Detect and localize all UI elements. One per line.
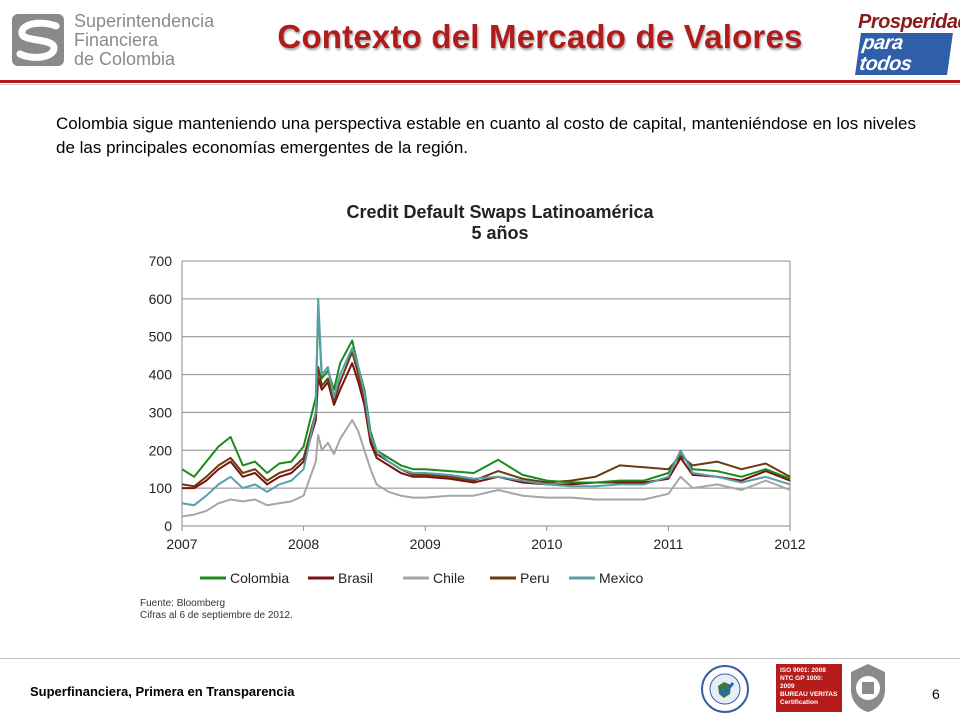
footer-divider — [0, 658, 960, 659]
prosperidad-logo: Prosperidad para todos — [855, 11, 960, 75]
org-name-line1: Superintendencia — [74, 11, 215, 31]
chart-source: Fuente: Bloomberg Cifras al 6 de septiem… — [140, 598, 293, 622]
cds-chart: Credit Default Swaps Latinoamérica 5 año… — [120, 196, 840, 626]
chart-canvas: 0 100 200 300 400 500 600 700 2007 2008 2009 2010 20… — [149, 253, 806, 586]
chart-subtitle: 5 años — [471, 223, 529, 243]
brand-line1: Prosperidad — [858, 11, 960, 33]
y-tick-label: 200 — [149, 442, 173, 458]
series-line-peru — [181, 350, 791, 488]
government-seal-icon — [701, 665, 749, 713]
y-tick-label: 400 — [149, 367, 173, 383]
cert-line1: ISO 9001: 2008 — [780, 667, 826, 674]
y-tick-label: 700 — [149, 253, 173, 269]
superfinanciera-emblem-icon — [12, 14, 64, 66]
org-name-line3: de Colombia — [74, 49, 176, 69]
legend-label-colombia: Colombia — [230, 570, 289, 586]
cert-line2: NTC GP 1000: 2009 — [780, 675, 823, 690]
y-tick-label: 500 — [149, 329, 173, 345]
x-tick-label: 2008 — [288, 536, 319, 552]
page-number: 6 — [932, 686, 940, 702]
source-line1: Fuente: Bloomberg — [140, 598, 226, 609]
legend-label-peru: Peru — [520, 570, 550, 586]
series-line-mexico — [181, 297, 791, 507]
iso-certification-badge: ISO 9001: 2008 NTC GP 1000: 2009 BUREAU … — [776, 664, 842, 712]
legend-label-brasil: Brasil — [338, 570, 373, 586]
x-tick-label: 2011 — [653, 536, 683, 552]
bureau-veritas-seal-icon — [851, 664, 885, 712]
legend-label-mexico: Mexico — [599, 570, 644, 586]
cert-line4: Certification — [780, 699, 818, 706]
chart-title-block: Credit Default Swaps Latinoamérica 5 año… — [120, 202, 840, 244]
legend-label-chile: Chile — [433, 570, 465, 586]
brand-line2: para todos — [855, 32, 953, 75]
chart-title: Credit Default Swaps Latinoamérica — [346, 202, 654, 222]
header-divider-shadow — [0, 84, 960, 85]
x-tick-label: 2010 — [531, 536, 562, 552]
x-tick-label: 2012 — [774, 536, 805, 552]
series-line-colombia — [181, 305, 791, 484]
series-line-chile — [181, 419, 791, 518]
org-name-line2: Financiera — [74, 30, 159, 50]
page-title: Contexto del Mercado de Valores — [277, 18, 803, 55]
superfinanciera-logo: Superintendencia Financiera de Colombia — [10, 12, 214, 72]
y-tick-label: 100 — [149, 480, 173, 496]
y-tick-label: 0 — [164, 518, 172, 534]
cert-line3: BUREAU VERITAS — [780, 691, 838, 698]
y-tick-label: 300 — [149, 404, 173, 420]
series-line-brasil — [182, 362, 791, 490]
intro-paragraph: Colombia sigue manteniendo una perspecti… — [56, 114, 916, 157]
x-tick-label: 2007 — [166, 536, 197, 552]
footer-tagline: Superfinanciera, Primera en Transparenci… — [30, 684, 295, 699]
header-divider — [0, 80, 960, 83]
source-line2: Cifras al 6 de septiembre de 2012. — [140, 610, 293, 621]
x-tick-label: 2009 — [410, 536, 441, 552]
y-tick-label: 600 — [149, 291, 173, 307]
